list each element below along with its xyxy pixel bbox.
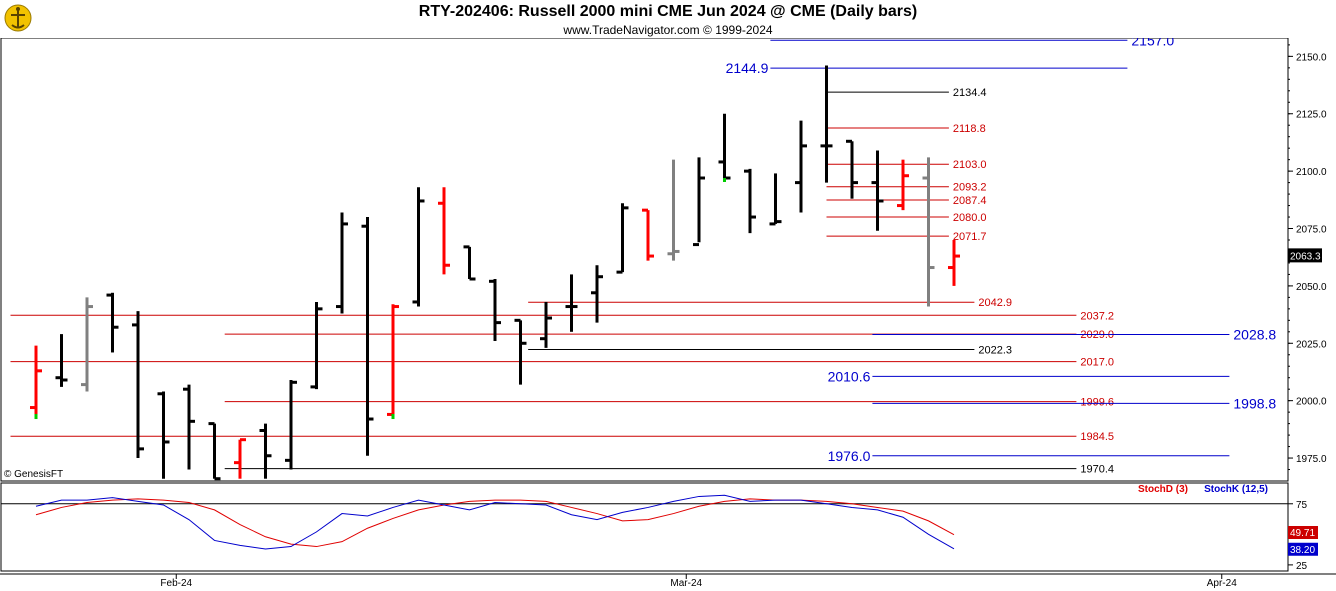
legend-stochd: StochD (3) bbox=[1138, 484, 1188, 495]
ohlc-bar bbox=[565, 274, 578, 332]
x-tick-label: Mar-24 bbox=[670, 578, 702, 589]
level-label: 1998.8 bbox=[1233, 395, 1276, 411]
level-label: 2087.4 bbox=[953, 195, 987, 207]
ohlc-bar bbox=[718, 113, 731, 183]
level-label: 2028.8 bbox=[1233, 327, 1276, 343]
ohlc-bar bbox=[30, 345, 42, 420]
ohlc-bar bbox=[132, 311, 144, 459]
ohlc-bar bbox=[693, 157, 705, 247]
stoch-last-label: 38.20 bbox=[1290, 545, 1315, 556]
level-label: 2103.0 bbox=[953, 159, 987, 171]
y-tick-label: 2100.0 bbox=[1296, 167, 1327, 178]
ohlc-bar bbox=[489, 279, 501, 341]
ohlc-bar bbox=[667, 159, 680, 261]
ohlc-bar bbox=[259, 423, 272, 479]
level-label: 2071.7 bbox=[953, 231, 987, 243]
y-tick-label: 2025.0 bbox=[1296, 339, 1327, 350]
x-tick-label: Apr-24 bbox=[1207, 578, 1237, 589]
ohlc-bar bbox=[106, 292, 119, 353]
chart-header: RTY-202406: Russell 2000 mini CME Jun 20… bbox=[0, 0, 1336, 38]
level-label: 2118.8 bbox=[953, 123, 986, 135]
level-label: 2029.0 bbox=[1080, 329, 1114, 341]
ohlc-bar bbox=[183, 384, 195, 470]
level-label: 1999.6 bbox=[1080, 397, 1114, 409]
level-label: 2022.3 bbox=[978, 344, 1012, 356]
ohlc-bar bbox=[55, 334, 68, 387]
ohlc-bar bbox=[769, 173, 782, 226]
ohlc-bar bbox=[336, 212, 348, 314]
price-panel bbox=[0, 37, 1289, 482]
ohlc-bar bbox=[820, 65, 833, 183]
level-label: 2134.4 bbox=[953, 87, 987, 99]
y-tick-label: 2000.0 bbox=[1296, 397, 1327, 408]
y-tick-label: 2050.0 bbox=[1296, 282, 1327, 293]
navigator-logo-icon bbox=[4, 4, 32, 32]
chart-title: RTY-202406: Russell 2000 mini CME Jun 20… bbox=[418, 3, 918, 20]
x-tick-label: Feb-24 bbox=[160, 578, 192, 589]
y-tick-label: 2075.0 bbox=[1296, 225, 1327, 236]
stoch-panel bbox=[0, 482, 1289, 572]
y-tick-label: 2125.0 bbox=[1296, 110, 1327, 121]
level-label: 2093.2 bbox=[953, 182, 987, 194]
level-label: 2144.9 bbox=[726, 60, 769, 76]
ohlc-bar bbox=[795, 120, 807, 213]
level-label: 2042.9 bbox=[978, 297, 1012, 309]
stoch-last-label: 49.71 bbox=[1290, 528, 1315, 539]
ohlc-bar bbox=[616, 203, 629, 274]
level-label: 1976.0 bbox=[828, 448, 871, 464]
y-tick-label: 2150.0 bbox=[1296, 52, 1327, 63]
level-label: 2017.0 bbox=[1080, 357, 1114, 369]
stoch-last-box bbox=[1288, 526, 1318, 539]
level-label: 1984.5 bbox=[1080, 431, 1114, 443]
ohlc-bar bbox=[922, 157, 935, 307]
stoch-last-box bbox=[1288, 542, 1318, 556]
ohlc-bar bbox=[310, 301, 323, 390]
ohlc-bar bbox=[463, 245, 476, 281]
ohlc-bar bbox=[361, 217, 374, 456]
level-label: 1970.4 bbox=[1080, 464, 1114, 476]
ohlc-bar bbox=[438, 187, 450, 275]
level-label: 2010.6 bbox=[828, 368, 871, 384]
stochk-line bbox=[35, 494, 955, 550]
ohlc-bar bbox=[81, 297, 93, 392]
ohlc-bar bbox=[948, 239, 960, 286]
last-price-box bbox=[1288, 248, 1322, 263]
ohlc-bar bbox=[744, 168, 756, 234]
ohlc-bar bbox=[208, 422, 221, 481]
last-price-label: 2063.3 bbox=[1290, 251, 1321, 262]
legend-stochk: StochK (12,5) bbox=[1204, 484, 1268, 495]
ohlc-bar bbox=[514, 318, 527, 385]
watermark-text: © GenesisFT bbox=[4, 469, 64, 480]
stoch-y-tick-label: 75 bbox=[1296, 500, 1308, 511]
ohlc-bar bbox=[540, 301, 552, 348]
stoch-y-tick-label: 25 bbox=[1296, 561, 1308, 572]
ohlc-bar bbox=[846, 139, 858, 199]
level-label: 2080.0 bbox=[953, 212, 987, 224]
ohlc-bar bbox=[642, 208, 654, 261]
ohlc-bar bbox=[591, 265, 603, 323]
ohlc-bar bbox=[871, 150, 884, 231]
chart-subtitle: www.TradeNavigator.com © 1999-2024 bbox=[563, 23, 773, 37]
ohlc-bar bbox=[897, 159, 909, 211]
ohlc-bar bbox=[157, 391, 170, 479]
ohlc-bar bbox=[285, 380, 297, 470]
level-label: 2037.2 bbox=[1080, 310, 1114, 322]
ohlc-bar bbox=[412, 187, 425, 307]
y-tick-label: 1975.0 bbox=[1296, 454, 1327, 465]
ohlc-bar bbox=[234, 438, 246, 479]
